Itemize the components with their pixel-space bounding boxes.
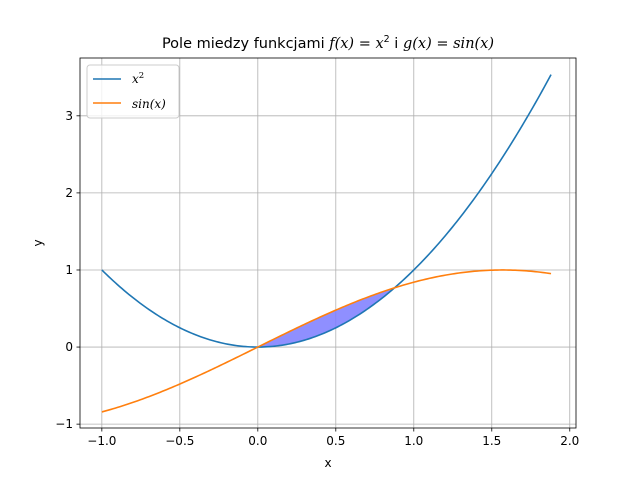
plot-frame (79, 57, 577, 429)
x-tick-label: 0.5 (326, 434, 345, 448)
series-line-0 (101, 74, 552, 348)
x-tick-label: 1.0 (404, 434, 423, 448)
y-axis-label: y (31, 239, 45, 246)
series-layer (101, 74, 552, 413)
chart-title: Pole miedzy funkcjami f(x) = x2 i g(x) =… (162, 34, 494, 52)
y-tick-label: 3 (65, 109, 73, 123)
legend-label-x2: x2 (132, 71, 144, 86)
x-tick-label: 0.0 (248, 434, 267, 448)
y-tick-label: 1 (65, 263, 73, 277)
series-line-1 (101, 269, 552, 413)
y-tick-label: −1 (55, 417, 73, 431)
x-axis-label: x (324, 456, 331, 470)
x-tick-label: −1.0 (87, 434, 116, 448)
y-ticks: −1 0 1 2 3 (55, 109, 80, 431)
y-tick-label: 0 (65, 340, 73, 354)
x-ticks: −1.0 −0.5 0.0 0.5 1.0 1.5 2.0 (87, 428, 579, 448)
x-tick-label: 1.5 (482, 434, 501, 448)
y-tick-label: 2 (65, 186, 73, 200)
x-tick-label: 2.0 (560, 434, 579, 448)
fill-between-region (257, 287, 395, 348)
x-tick-label: −0.5 (165, 434, 194, 448)
legend-label-sin: sin(x) (132, 97, 166, 111)
legend: x2 sin(x) (86, 64, 180, 119)
